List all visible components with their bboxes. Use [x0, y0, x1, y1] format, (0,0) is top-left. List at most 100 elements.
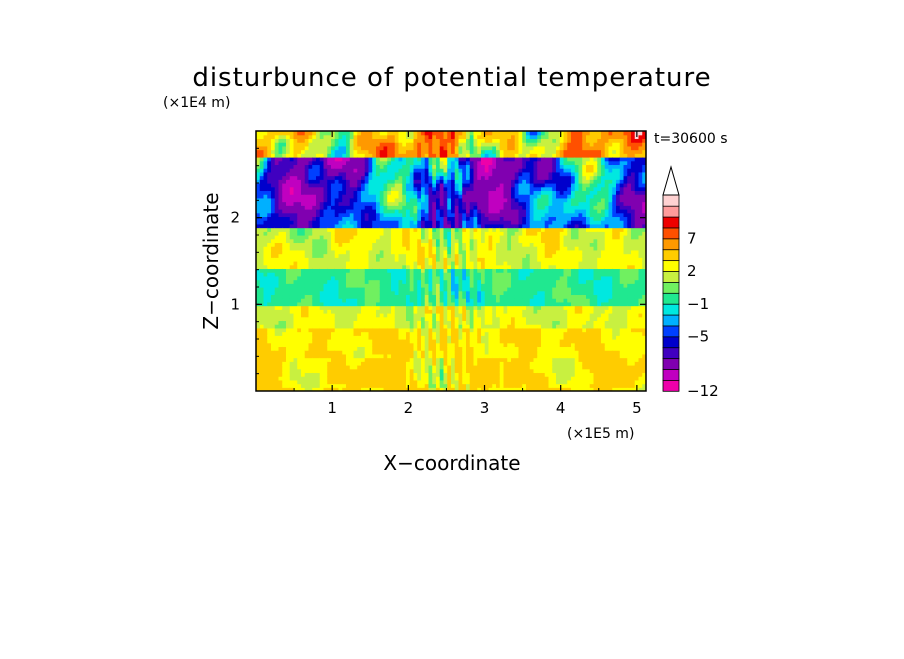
field-cell: [301, 212, 306, 218]
field-cell: [496, 201, 501, 206]
field-cell: [458, 242, 463, 247]
field-cell: [387, 253, 392, 258]
field-cell: [413, 197, 418, 203]
field-cell: [421, 134, 426, 140]
field-cell: [267, 305, 272, 310]
field-cell: [349, 361, 355, 366]
field-cell: [507, 231, 512, 236]
field-cell: [406, 257, 411, 262]
field-cell: [428, 342, 433, 348]
field-cell: [383, 201, 388, 206]
field-cell: [349, 268, 355, 273]
field-cell: [496, 324, 501, 329]
field-cell: [308, 201, 313, 206]
field-cell: [353, 331, 358, 336]
field-cell: [447, 268, 452, 273]
field-cell: [454, 149, 460, 154]
field-cell: [387, 383, 392, 388]
field-cell: [346, 346, 351, 351]
field-cell: [413, 287, 418, 292]
field-cell: [379, 268, 385, 273]
field-cell: [364, 261, 370, 266]
field-cell: [338, 186, 343, 192]
field-cell: [402, 212, 407, 218]
field-cell: [346, 350, 351, 355]
field-cell: [334, 212, 340, 218]
field-cell: [503, 134, 508, 140]
field-cell: [402, 368, 407, 374]
field-cell: [267, 350, 272, 355]
field-cell: [308, 190, 313, 195]
field-cell: [263, 324, 268, 329]
field-cell: [312, 131, 317, 136]
field-cell: [458, 131, 463, 136]
field-cell: [282, 342, 287, 348]
field-cell: [466, 376, 471, 381]
field-cell: [338, 246, 343, 251]
field-cell: [263, 223, 268, 229]
field-cell: [481, 368, 486, 374]
field-cell: [432, 131, 437, 136]
field-cell: [376, 324, 381, 329]
field-cell: [293, 353, 298, 359]
field-cell: [286, 316, 291, 322]
field-cell: [454, 290, 460, 296]
field-cell: [357, 313, 362, 318]
field-cell: [323, 313, 328, 318]
field-cell: [413, 246, 418, 251]
field-cell: [349, 134, 355, 140]
field-cell: [383, 379, 388, 385]
field-cell: [439, 164, 445, 169]
field-cell: [518, 346, 523, 351]
field-cell: [271, 145, 276, 151]
field-cell: [274, 186, 280, 192]
field-cell: [308, 227, 313, 232]
field-cell: [522, 357, 527, 362]
field-cell: [428, 279, 433, 284]
field-cell: [454, 134, 460, 140]
field-cell: [458, 216, 463, 221]
field-cell: [398, 249, 403, 255]
field-cell: [316, 190, 321, 195]
field-cell: [267, 164, 272, 169]
field-cell: [514, 131, 520, 136]
field-cell: [376, 368, 381, 374]
field-cell: [417, 257, 422, 262]
field-cell: [469, 164, 475, 169]
field-cell: [349, 294, 355, 299]
field-cell: [409, 197, 415, 203]
field-cell: [383, 149, 388, 154]
field-cell: [267, 342, 272, 348]
field-cell: [514, 257, 520, 262]
field-cell: [462, 235, 467, 240]
field-cell: [342, 249, 347, 255]
field-cell: [319, 131, 325, 136]
field-cell: [349, 153, 355, 158]
field-cell: [334, 179, 340, 184]
field-cell: [503, 190, 508, 195]
field-cell: [387, 238, 392, 244]
field-cell: [379, 305, 385, 310]
field-cell: [387, 242, 392, 247]
field-cell: [413, 353, 418, 359]
field-cell: [511, 131, 516, 136]
field-cell: [334, 209, 340, 214]
field-cell: [432, 309, 437, 314]
field-cell: [484, 142, 490, 147]
field-cell: [454, 142, 460, 147]
field-cell: [379, 175, 385, 180]
field-cell: [492, 383, 497, 388]
field-cell: [499, 331, 505, 336]
field-cell: [282, 339, 287, 344]
field-cell: [458, 183, 463, 188]
field-cell: [424, 275, 430, 281]
field-cell: [507, 249, 512, 255]
field-cell: [421, 253, 426, 258]
field-cell: [259, 261, 265, 266]
field-cell: [316, 298, 321, 303]
field-cell: [496, 249, 501, 255]
field-cell: [466, 279, 471, 284]
field-cell: [319, 171, 325, 177]
field-cell: [304, 335, 310, 340]
field-cell: [458, 365, 463, 370]
